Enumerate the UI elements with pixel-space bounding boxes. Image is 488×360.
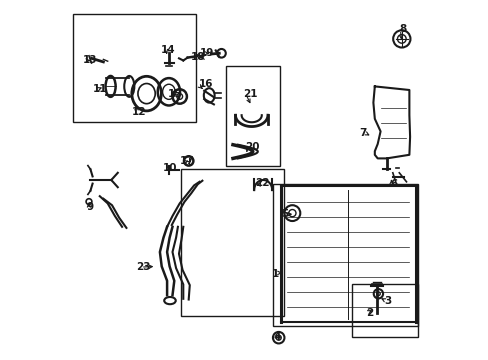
Bar — [351, 284, 417, 337]
Text: 8: 8 — [399, 24, 406, 34]
Text: 4: 4 — [273, 332, 280, 342]
Text: 10: 10 — [162, 163, 177, 174]
Text: 15: 15 — [168, 89, 183, 99]
Bar — [225, 66, 280, 166]
Text: 7: 7 — [359, 128, 366, 138]
Text: 1: 1 — [271, 269, 278, 279]
Bar — [181, 169, 284, 316]
Text: 23: 23 — [136, 262, 151, 272]
Text: 22: 22 — [255, 178, 269, 188]
Text: 14: 14 — [161, 45, 175, 55]
Text: 3: 3 — [384, 296, 390, 306]
Text: 11: 11 — [93, 84, 107, 94]
Text: 9: 9 — [86, 202, 93, 212]
Bar — [73, 14, 196, 122]
Text: 13: 13 — [82, 55, 97, 66]
Bar — [272, 184, 417, 326]
Text: 17: 17 — [179, 156, 194, 166]
Text: 19: 19 — [199, 48, 213, 58]
Text: 12: 12 — [132, 107, 146, 117]
Text: 21: 21 — [243, 89, 257, 99]
Text: 18: 18 — [191, 52, 205, 62]
Text: 16: 16 — [198, 78, 212, 89]
Text: 5: 5 — [281, 209, 288, 219]
Text: 6: 6 — [389, 179, 397, 189]
Text: 2: 2 — [366, 308, 373, 318]
Text: 20: 20 — [244, 142, 259, 152]
